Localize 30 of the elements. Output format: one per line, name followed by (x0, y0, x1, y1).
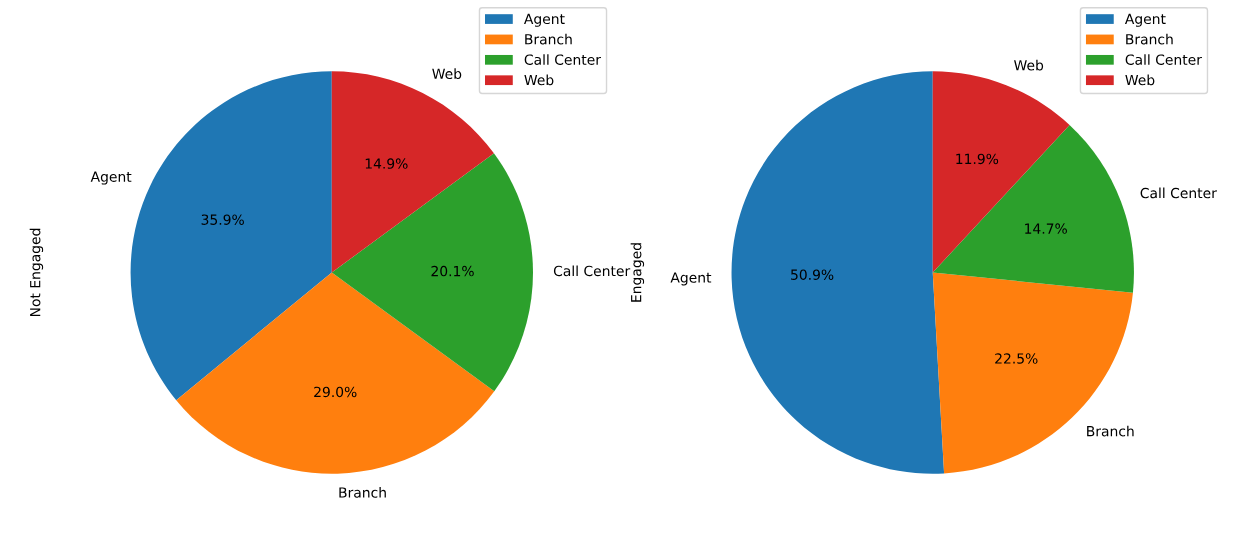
slice-label: Web (1014, 59, 1044, 71)
text: Engaged (630, 243, 645, 302)
data-label: 14.9% (365, 158, 408, 169)
pie-slice (932, 71, 1070, 273)
legend-label: Branch (1126, 33, 1173, 45)
legend-label: Agent (1124, 13, 1166, 27)
pie-slice (932, 272, 1133, 474)
slice-label: Branch (1087, 425, 1134, 437)
slice-label: Agent (670, 272, 712, 286)
legend-label: Agent (524, 13, 565, 27)
slice-label: Web (432, 68, 462, 80)
pie-slice (731, 71, 945, 474)
data-label: 11.9% (956, 153, 999, 165)
legend-label: Web (524, 74, 554, 86)
legend-label: Call Center (524, 54, 601, 65)
slice-label: Agent (90, 171, 132, 185)
legend-label: Web (1125, 74, 1155, 86)
data-label: 14.7% (1025, 223, 1067, 234)
data-label: 22.5% (995, 353, 1038, 364)
data-label: 20.1% (431, 265, 474, 277)
pie-slice (932, 124, 1134, 293)
slice-label: Branch (339, 487, 386, 498)
text: Not Engaged (29, 228, 44, 317)
slice-label: Call Center (1140, 187, 1217, 199)
legend-label: Call Center (1125, 54, 1202, 65)
data-label: 29.0% (314, 386, 357, 398)
slice-label: Call Center (553, 265, 631, 277)
data-label: 50.9% (791, 269, 834, 280)
data-label: 35.9% (201, 214, 244, 225)
legend-label: Branch (525, 33, 572, 45)
